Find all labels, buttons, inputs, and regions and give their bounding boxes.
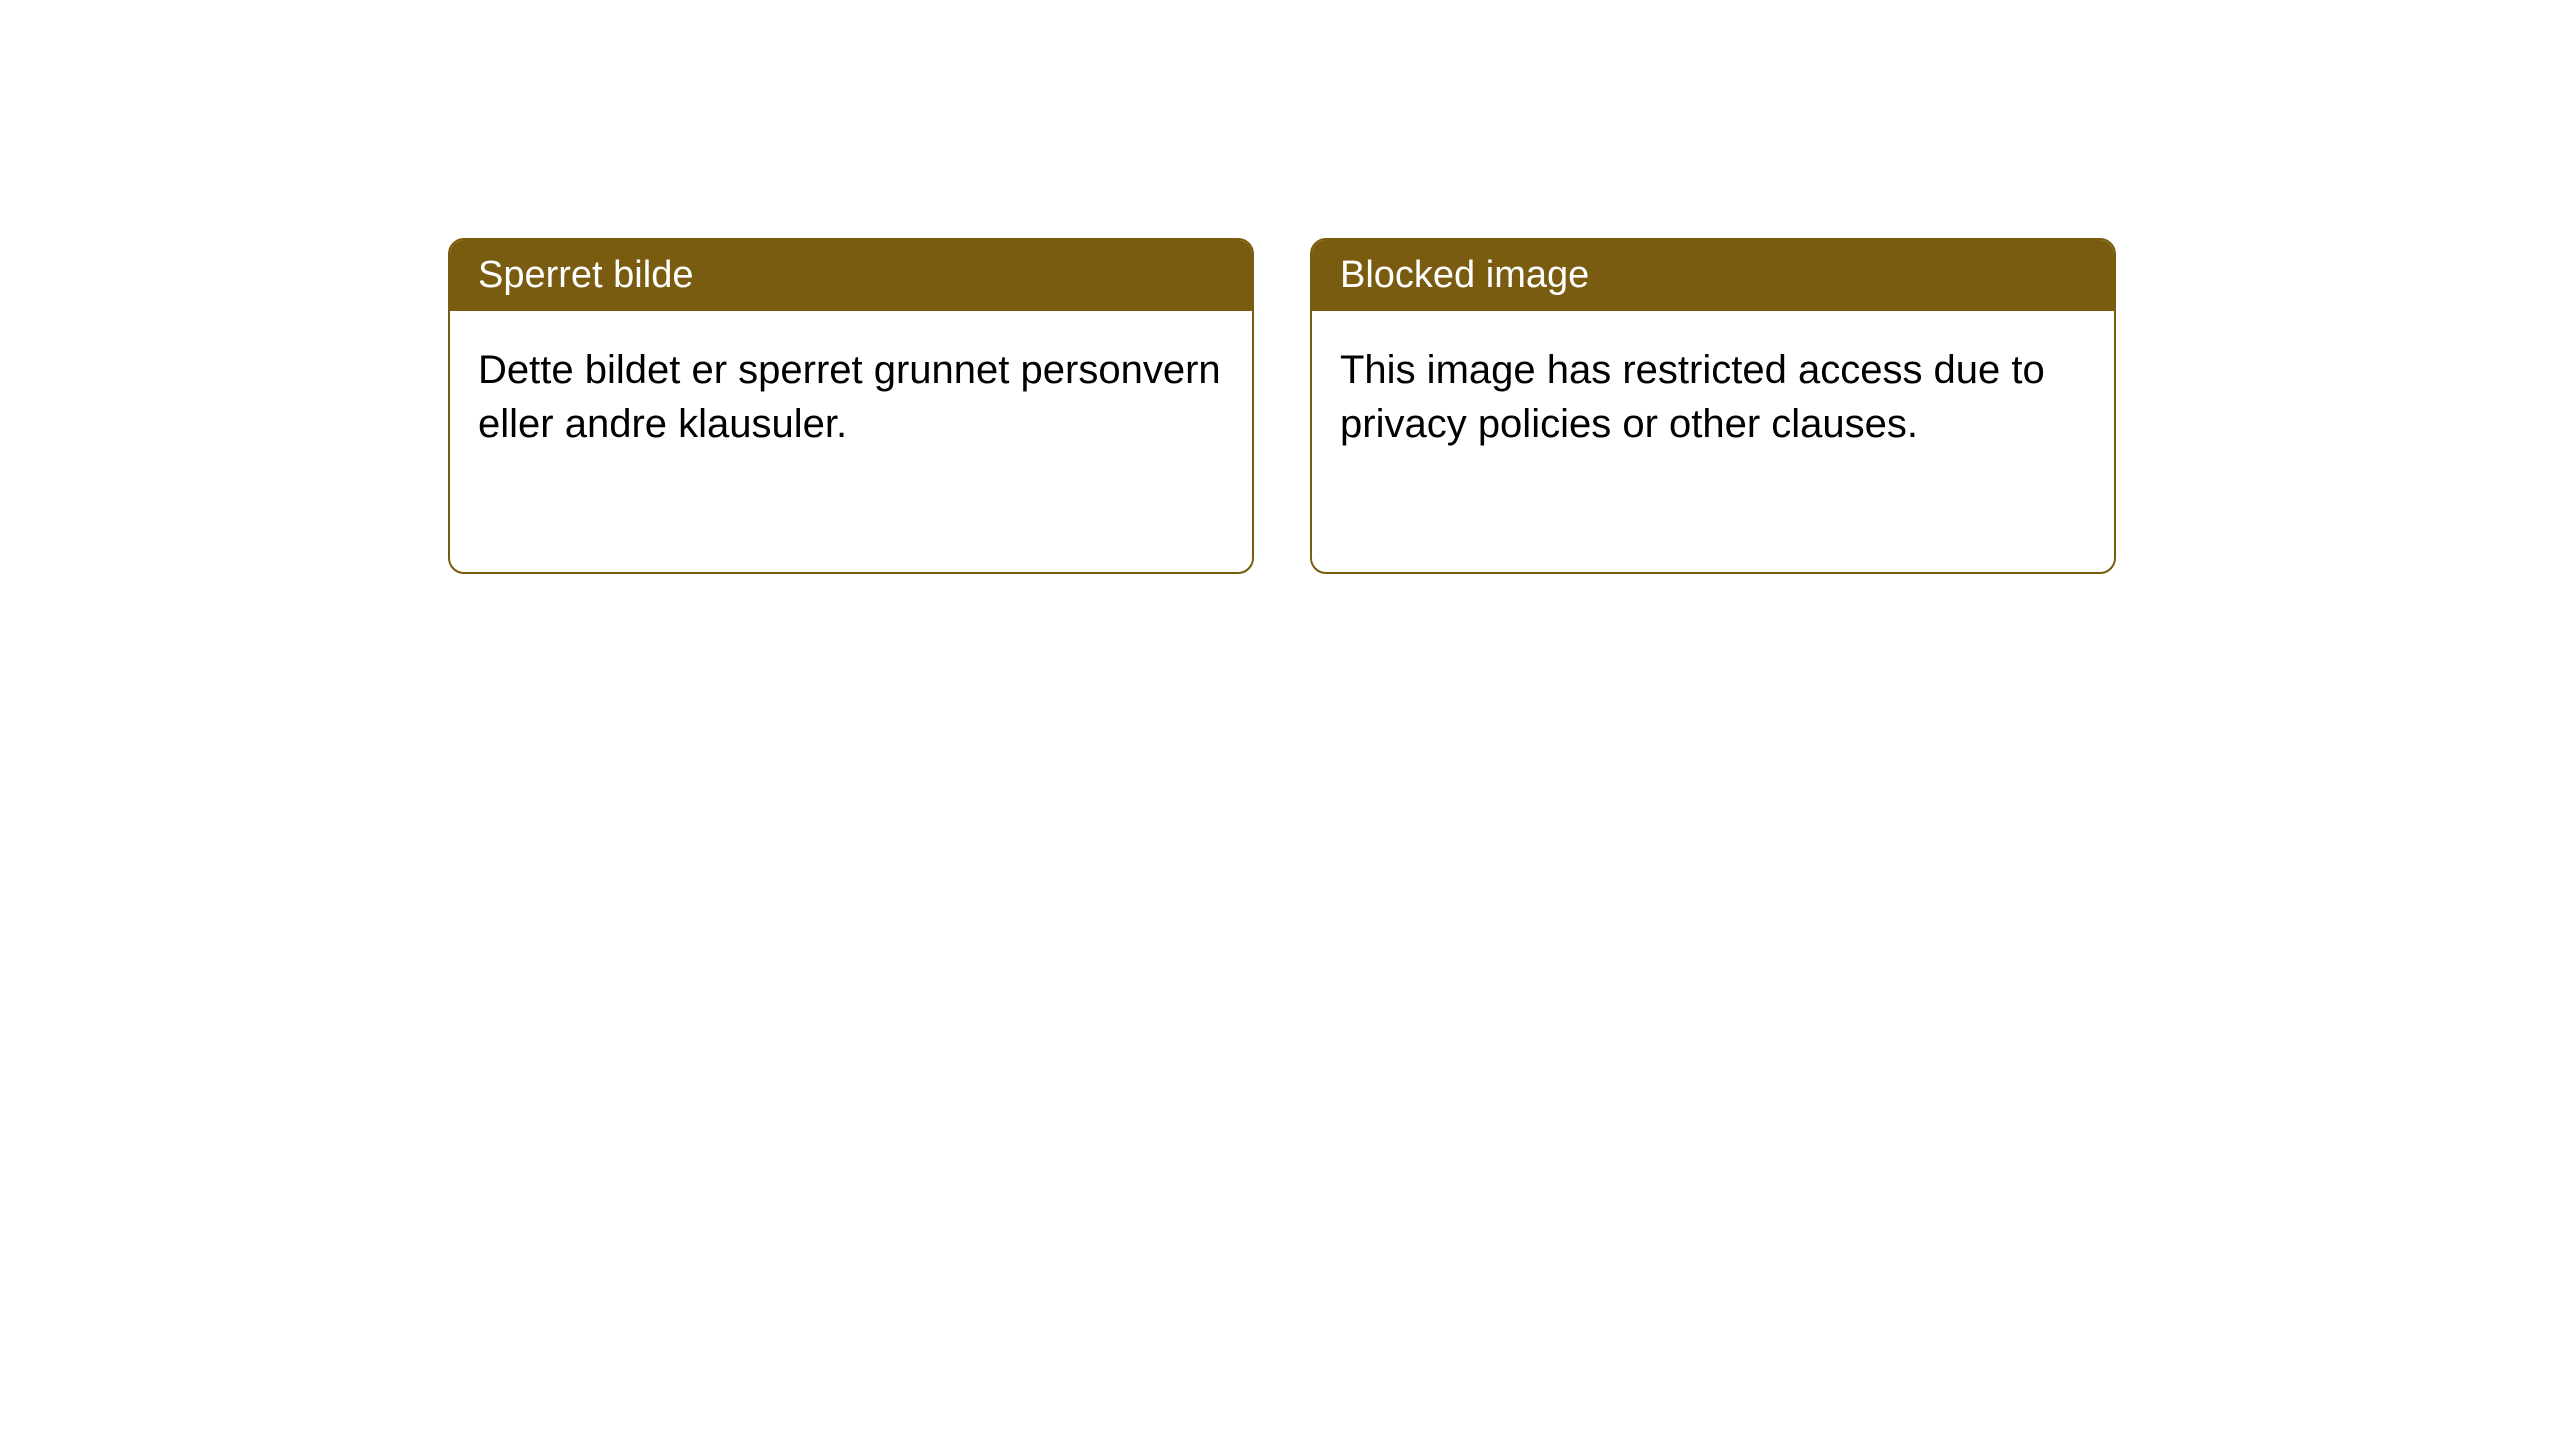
card-norwegian: Sperret bilde Dette bildet er sperret gr… <box>448 238 1254 574</box>
card-text-english: This image has restricted access due to … <box>1340 348 2045 446</box>
card-header-norwegian: Sperret bilde <box>450 240 1252 311</box>
card-english: Blocked image This image has restricted … <box>1310 238 2116 574</box>
card-text-norwegian: Dette bildet er sperret grunnet personve… <box>478 348 1221 446</box>
card-body-english: This image has restricted access due to … <box>1312 311 2114 483</box>
card-title-english: Blocked image <box>1340 254 1589 296</box>
blocked-image-cards: Sperret bilde Dette bildet er sperret gr… <box>448 238 2116 574</box>
card-header-english: Blocked image <box>1312 240 2114 311</box>
card-body-norwegian: Dette bildet er sperret grunnet personve… <box>450 311 1252 483</box>
card-title-norwegian: Sperret bilde <box>478 254 693 296</box>
